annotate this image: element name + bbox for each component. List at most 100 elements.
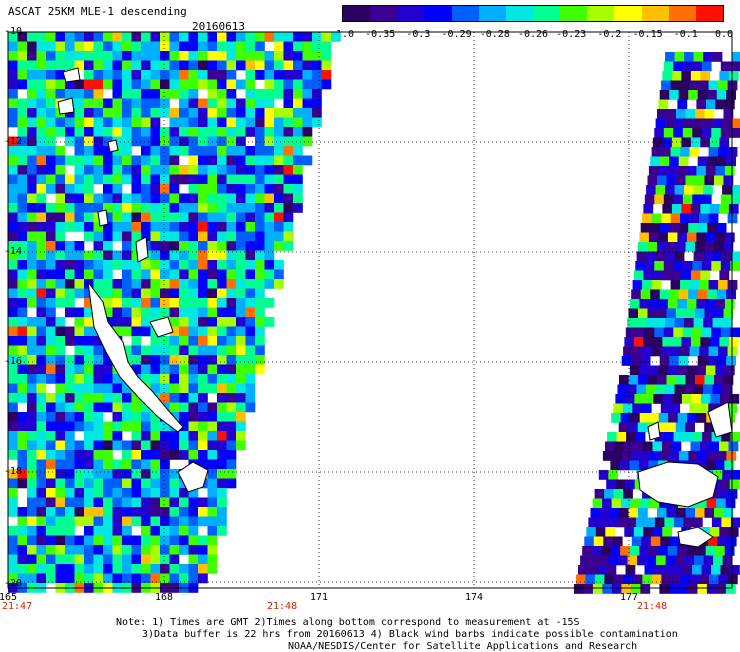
swath-cell [652, 337, 663, 347]
swath-cell [696, 166, 707, 176]
swath-cell [169, 51, 180, 61]
swath-cell [150, 212, 161, 223]
swath-cell [55, 269, 66, 280]
swath-cell [93, 440, 104, 451]
swath-cell [245, 383, 256, 394]
swath-cell [141, 497, 151, 508]
swath-cell [17, 459, 28, 470]
swath-cell [131, 450, 142, 460]
swath-cell [103, 554, 113, 565]
swath-cell [141, 450, 151, 460]
swath-cell [226, 412, 237, 422]
swath-cell [712, 470, 723, 480]
swath-cell [236, 298, 246, 308]
swath-cell [112, 564, 123, 574]
swath-cell [264, 241, 275, 251]
swath-cell [93, 497, 104, 508]
swath-cell [274, 165, 284, 175]
swath-cell [621, 498, 631, 509]
swath-cell [17, 469, 28, 479]
swath-cell [715, 99, 726, 110]
swath-cell [682, 261, 693, 271]
island-outline [57, 97, 75, 115]
swath-cell [93, 526, 104, 536]
swath-cell [112, 155, 123, 166]
swath-cell [665, 118, 675, 129]
swath-cell [93, 383, 104, 394]
swath-cell [74, 383, 85, 394]
swath-cell [131, 117, 142, 128]
swath-cell [27, 184, 37, 194]
swath-cell [65, 155, 75, 166]
swath-cell [669, 451, 680, 461]
swath-cell [198, 260, 208, 270]
swath-cell [169, 336, 180, 346]
swath-cell [670, 213, 681, 224]
swath-cell [198, 174, 208, 185]
swath-cell [131, 174, 142, 185]
swath-cell [293, 174, 303, 185]
swath-cell [131, 573, 142, 584]
swath-cell [274, 231, 284, 242]
swath-cell [103, 174, 113, 185]
swath-cell [27, 79, 37, 90]
swath-cell [55, 431, 66, 441]
swath-cell [188, 212, 199, 223]
swath-cell [255, 136, 265, 147]
swath-cell [188, 222, 199, 232]
swath-cell [725, 584, 736, 594]
swath-cell [667, 232, 678, 243]
swath-cell [245, 402, 256, 413]
swath-cell [274, 127, 284, 137]
swath-cell [93, 279, 104, 289]
colorbar-label: 0.0 [714, 29, 734, 40]
swath-cell [226, 41, 237, 52]
swath-cell [141, 222, 151, 232]
island-outline [177, 461, 209, 493]
swath-cell [36, 32, 47, 42]
swath-cell [605, 441, 615, 452]
swath-cell [150, 165, 161, 175]
swath-cell [84, 165, 94, 175]
swath-cell [727, 574, 738, 585]
swath-cell [27, 298, 37, 308]
swath-cell [217, 260, 227, 270]
swath-cell [93, 203, 104, 213]
swath-cell [169, 146, 180, 156]
swath-cell [264, 222, 275, 232]
swath-cell [93, 60, 104, 71]
swath-cell [643, 270, 654, 281]
swath-cell [8, 222, 18, 232]
swath-cell [188, 412, 199, 422]
swath-cell [112, 478, 123, 489]
swath-cell [93, 222, 104, 232]
swath-cell [638, 508, 648, 518]
swath-left [8, 32, 341, 593]
swath-cell [654, 128, 665, 138]
swath-cell [188, 203, 199, 213]
swath-cell [188, 488, 199, 498]
swath-cell [245, 98, 256, 109]
swath-cell [65, 431, 75, 441]
swath-cell [131, 469, 142, 479]
swath-cell [169, 545, 180, 555]
swath-cell [217, 402, 227, 413]
swath-cell [646, 185, 656, 195]
swath-cell [36, 507, 47, 517]
swath-cell [112, 507, 123, 517]
swath-cell [169, 516, 180, 527]
swath-cell [673, 128, 684, 138]
swath-cell [283, 41, 294, 52]
swath-cell [17, 421, 28, 432]
swath-cell [103, 241, 113, 251]
swath-cell [188, 32, 199, 42]
swath-cell [55, 279, 66, 289]
swath-cell [93, 32, 104, 42]
swath-cell [720, 327, 731, 338]
swath-cell [207, 60, 218, 71]
swath-cell [678, 584, 689, 594]
swath-cell [646, 318, 656, 328]
swath-cell [160, 241, 170, 251]
swath-cell [302, 51, 313, 61]
swath-cell [179, 440, 189, 451]
